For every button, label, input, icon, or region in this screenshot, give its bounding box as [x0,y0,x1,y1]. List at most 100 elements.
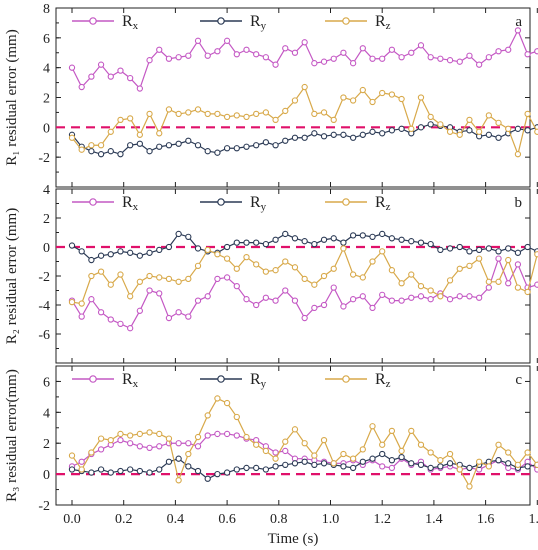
data-point-rz [107,281,114,288]
data-point-rz [369,98,376,106]
data-point-rz [97,268,105,275]
data-point-rz [253,261,260,268]
data-point-ry [524,127,531,134]
data-point-rz [408,427,415,435]
x-axis-label: Time (s) [268,531,319,547]
legend-marker [217,375,225,383]
data-point-rz [427,287,434,294]
data-point-rz [97,435,105,442]
y-tick-label: -6 [38,328,50,343]
data-point-rz [78,146,85,153]
data-point-rz [223,255,231,262]
data-point-rx [340,49,347,56]
data-point-ry [301,134,308,141]
data-point-rx [505,46,512,53]
data-point-rx [165,55,173,62]
data-point-ry [291,134,299,141]
data-point-rz [301,440,308,447]
data-point-ry [466,248,473,255]
data-point-rx [514,27,522,34]
data-point-rz [243,433,250,441]
data-point-rx [233,51,240,58]
data-point-rx [311,60,318,67]
data-point-ry [262,139,270,146]
data-point-rz [369,423,376,430]
data-point-ry [398,453,405,461]
x-tick-label: 1.2 [373,512,391,527]
data-point-rz [214,110,221,118]
data-point-ry [88,148,95,155]
data-point-rx [282,447,289,455]
data-point-rz [194,262,202,269]
data-point-rz [97,142,105,149]
data-point-ry [127,466,134,473]
data-point-ry [272,236,279,243]
data-point-rz [534,461,538,468]
y-axis-label: R₁ residual error (mm) [4,29,20,165]
data-point-rx [88,73,95,80]
data-point-rz [466,262,473,269]
data-point-rz [282,258,289,265]
data-point-rx [185,440,192,447]
data-point-ry [446,460,454,467]
data-point-ry [505,245,512,252]
data-point-rz [349,455,357,462]
data-point-ry [175,455,182,462]
data-point-ry [214,149,221,156]
data-point-ry [379,130,386,137]
data-point-rx [320,301,328,309]
data-point-ry [136,467,144,475]
data-point-rx [388,297,396,304]
data-point-rx [282,287,289,294]
data-point-rz [107,128,114,135]
data-point-ry [272,463,279,470]
legend-marker [342,198,350,206]
data-point-ry [311,130,318,137]
data-point-ry [223,145,231,152]
data-point-ry [78,248,85,255]
x-tick-label: 0.6 [218,512,236,527]
data-point-rx [136,443,144,450]
data-point-rx [107,73,114,80]
data-point-rz [88,142,95,149]
y-tick-label: 0 [43,468,50,483]
data-point-ry [495,134,502,141]
data-point-rx [291,297,299,304]
data-point-ry [466,127,473,134]
data-point-ry [408,460,415,467]
data-point-ry [456,243,463,251]
data-point-rx [175,309,182,316]
data-point-ry [194,245,202,252]
data-point-rz [475,128,483,135]
legend-marker [342,375,350,383]
data-point-rz [514,461,522,468]
data-point-rz [88,449,95,456]
data-point-ry [136,140,144,147]
data-point-rx [524,51,531,58]
data-point-rz [214,395,221,402]
data-point-rx [117,436,124,444]
data-point-rz [127,115,134,122]
data-point-rx [495,48,502,55]
data-point-rx [505,280,512,287]
data-point-rz [68,452,76,459]
data-point-rx [194,297,202,304]
data-point-rx [379,55,386,62]
data-point-rz [68,134,76,141]
data-point-rz [446,277,454,284]
data-point-ry [117,467,124,475]
data-point-rx [214,275,221,283]
data-point-ry [311,240,318,248]
y-tick-label: 0 [43,241,50,256]
data-point-ry [97,151,105,158]
data-point-ry [185,233,192,240]
data-point-ry [437,463,444,470]
data-point-rx [233,432,240,439]
data-point-ry [505,460,512,467]
y-tick-label: 4 [43,183,50,198]
data-point-ry [107,251,114,258]
data-point-rx [262,294,270,301]
x-tick-label: 1.4 [425,512,443,527]
data-point-rz [253,441,260,448]
